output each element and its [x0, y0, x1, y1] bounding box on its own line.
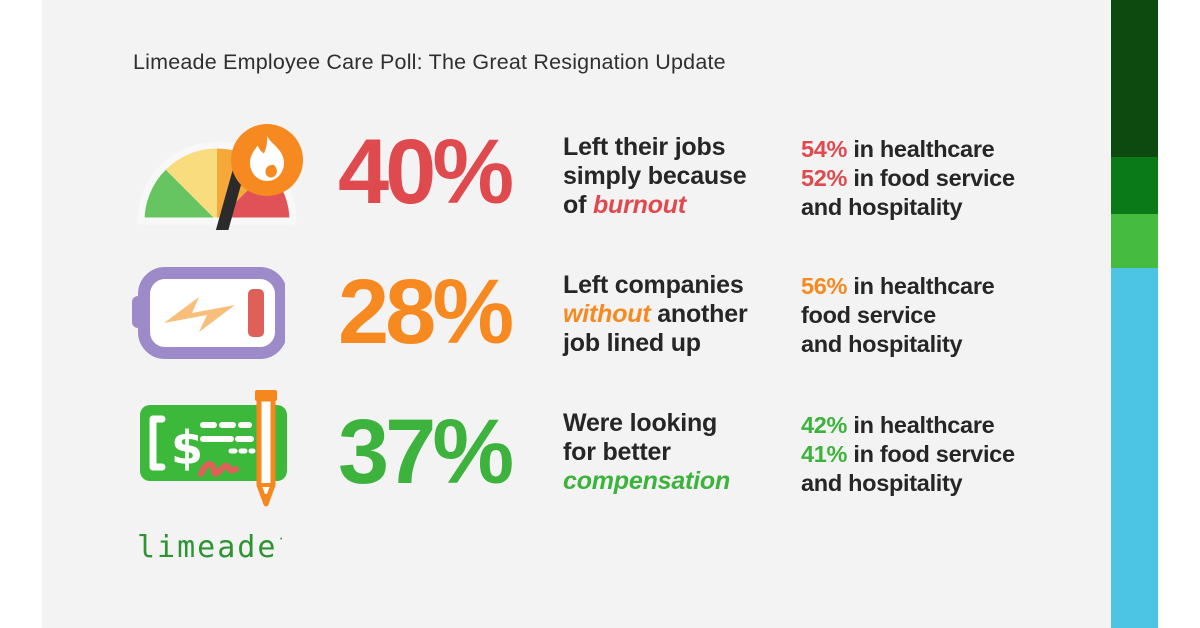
limeade-logo: limeade· — [137, 530, 285, 565]
paycheck-pen-svg: $ — [140, 390, 287, 507]
desc-compensation: Were looking for better compensation — [563, 409, 731, 495]
page-title: Limeade Employee Care Poll: The Great Re… — [133, 50, 726, 74]
low-battery-svg — [132, 267, 287, 359]
stat-percent-compensation: 37% — [338, 401, 514, 503]
low-battery-icon — [131, 266, 287, 365]
highlight-burnout: burnout — [592, 191, 686, 219]
stat-percent-burnout: 40% — [338, 121, 514, 223]
brand-color-strip — [1111, 0, 1158, 628]
gauge-flame-svg — [137, 124, 303, 240]
gauge-flame-icon — [131, 116, 305, 240]
desc-burnout: Left their jobs simply because of burnou… — [563, 133, 747, 219]
highlight-without: without — [563, 300, 651, 328]
desc-no-job: Left companies without another job lined… — [563, 271, 748, 357]
strip-mid-green — [1111, 157, 1158, 214]
highlight-compensation: compensation — [563, 467, 731, 495]
stats-no-job: 56% in healthcare food service and hospi… — [801, 273, 995, 357]
strip-dark-green — [1111, 0, 1158, 157]
paycheck-pen-icon: $ — [131, 388, 289, 515]
stat-percent-no-job: 28% — [338, 261, 514, 363]
logo-trademark-dot: · — [277, 532, 285, 546]
strip-cyan — [1111, 268, 1158, 628]
left-white-margin — [0, 0, 42, 628]
stats-compensation: 42% in healthcare 41% in food service an… — [801, 412, 1015, 496]
stats-burnout: 54% in healthcare 52% in food service an… — [801, 136, 1015, 220]
svg-text:$: $ — [171, 421, 203, 475]
right-white-margin — [1158, 0, 1200, 628]
strip-light-green — [1111, 214, 1158, 268]
